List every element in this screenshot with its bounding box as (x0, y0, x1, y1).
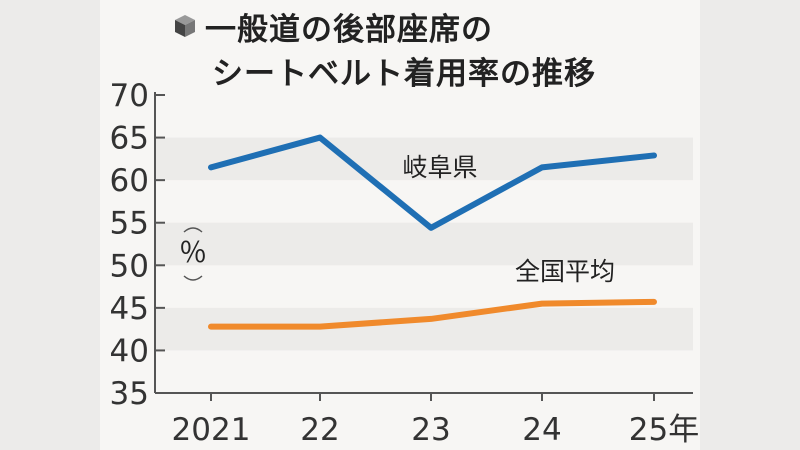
y-tick-label: 55 (110, 206, 149, 242)
cube-icon (175, 15, 195, 37)
x-tick-label: 22 (300, 412, 339, 448)
chart-title-line2: シートベルト着用率の推移 (212, 56, 596, 92)
chart-title-line1: 一般道の後部座席の (205, 12, 493, 48)
x-tick-label: 2021 (172, 412, 251, 448)
y-tick-label: 40 (110, 333, 149, 369)
y-tick-label: 35 (110, 376, 149, 412)
x-tick-label: 25年 (629, 412, 699, 448)
y-tick-label: 70 (110, 78, 149, 114)
y-tick-label: 50 (110, 248, 149, 284)
y-axis-unit-label: ％ (179, 236, 207, 269)
y-tick-label: 60 (110, 163, 149, 199)
x-tick-label: 23 (411, 412, 450, 448)
grid-band (155, 222, 693, 266)
series-label-national: 全国平均 (515, 257, 615, 286)
x-tick-label: 24 (522, 412, 561, 448)
unit-bracket (183, 227, 203, 281)
y-tick-label: 45 (110, 291, 149, 327)
series-label-gifu: 岐阜県 (402, 153, 477, 182)
y-tick-label: 65 (110, 121, 149, 157)
